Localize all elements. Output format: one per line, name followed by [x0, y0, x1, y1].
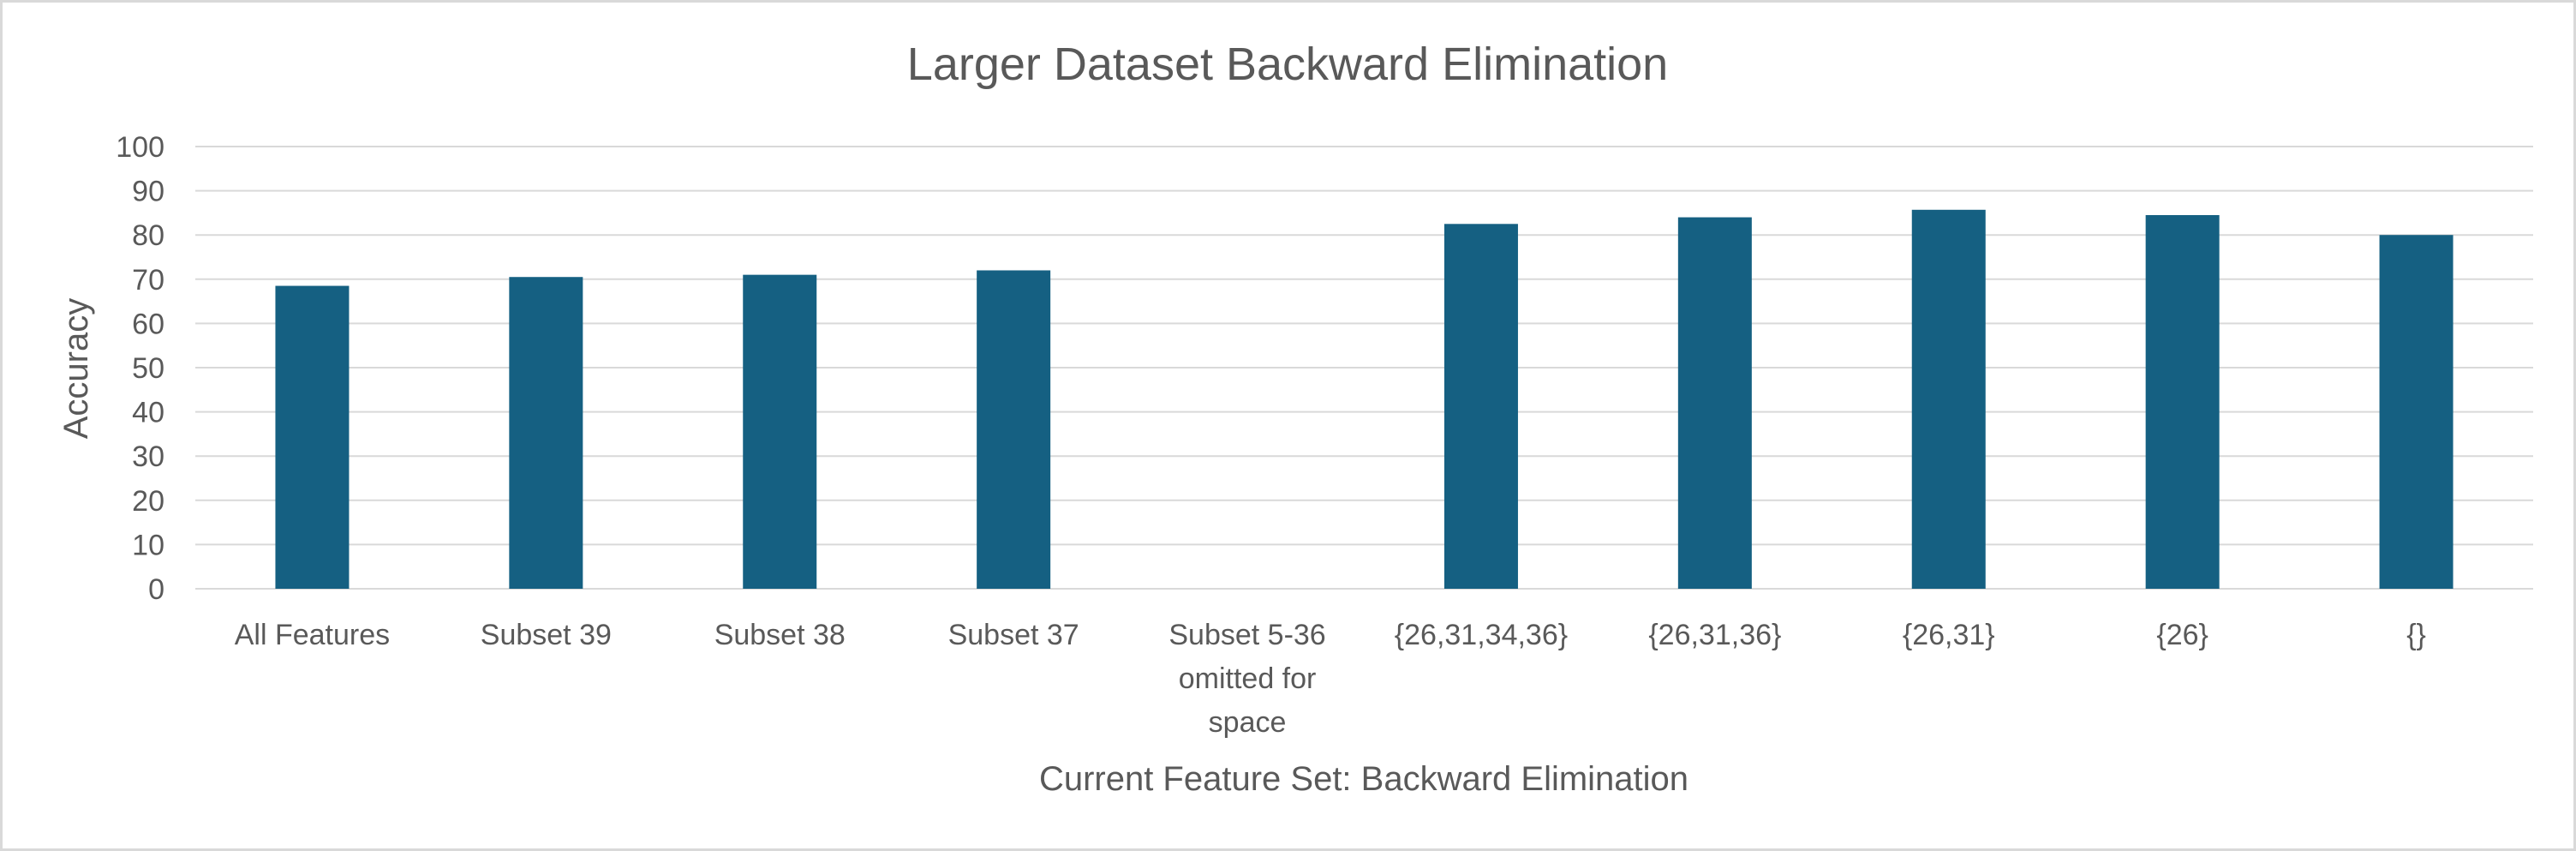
category-label: {26}: [2156, 619, 2208, 651]
category-label: {26,31,36}: [1648, 619, 1781, 651]
y-tick-label: 90: [132, 176, 164, 208]
category-label: Subset 38: [714, 619, 846, 651]
bar: [1911, 209, 1986, 589]
y-tick-label: 50: [132, 352, 164, 385]
category-label: Subset 39: [481, 619, 612, 651]
y-tick-label: 100: [116, 131, 164, 164]
y-tick-label: 0: [148, 573, 164, 606]
y-tick-label: 80: [132, 219, 164, 252]
category-label: Subset 5-36 omitted for space: [1168, 619, 1325, 739]
y-tick-label: 20: [132, 485, 164, 518]
x-axis-title: Current Feature Set: Backward Eliminatio…: [1039, 760, 1688, 798]
gridlines: [195, 146, 2533, 590]
bar: [2145, 214, 2220, 590]
bar: [275, 285, 350, 589]
bar: [509, 277, 583, 589]
category-label: {26,31}: [1903, 619, 1995, 651]
y-axis-title: Accuracy: [57, 298, 95, 440]
category-label: {}: [2406, 619, 2426, 651]
y-tick-label: 10: [132, 529, 164, 561]
bar: [977, 270, 1051, 589]
chart-title: Larger Dataset Backward Elimination: [907, 39, 1668, 90]
category-labels: All Features Subset 39 Subset 38 Subset 37 S…: [235, 619, 2426, 739]
category-label: Subset 37: [948, 619, 1079, 651]
category-label: All Features: [235, 619, 390, 651]
y-tick-label: 70: [132, 264, 164, 297]
bar: [2379, 235, 2453, 589]
bar: [743, 274, 817, 589]
bar: [1443, 224, 1518, 589]
y-tick-label: 30: [132, 440, 164, 473]
y-tick-labels: 0 10 20 30 40 50 60 70 80 90 100: [116, 131, 164, 606]
bars: [275, 209, 2453, 590]
bar: [1677, 217, 1752, 589]
y-tick-label: 40: [132, 397, 164, 429]
y-tick-label: 60: [132, 308, 164, 340]
category-label: {26,31,34,36}: [1395, 619, 1568, 651]
